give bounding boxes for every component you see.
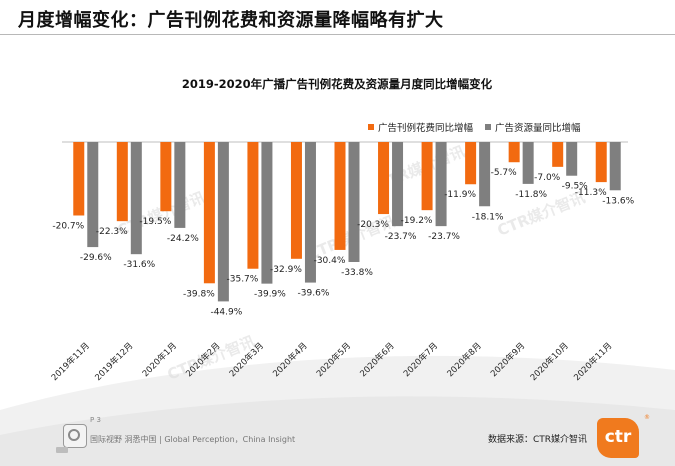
data-label: -31.6%: [123, 260, 155, 270]
x-tick-label: 2020年4月: [271, 340, 310, 379]
bar-spend: [334, 142, 346, 250]
data-label: -35.7%: [227, 275, 259, 285]
x-tick-label: 2019年11月: [49, 340, 92, 383]
data-label: -39.8%: [183, 289, 215, 299]
bar-volume: [435, 142, 447, 227]
bar-spend: [73, 142, 85, 216]
legend-swatch: [485, 124, 491, 130]
bar-volume: [261, 142, 273, 284]
bar-spend: [508, 142, 520, 163]
x-tick-label: 2020年9月: [488, 340, 527, 379]
legend-swatch: [368, 124, 374, 130]
bar-volume: [130, 142, 142, 255]
data-label: -32.9%: [270, 265, 302, 275]
legend-label: 广告资源量同比增幅: [495, 122, 581, 134]
data-label: -18.1%: [472, 212, 504, 222]
background-swoosh: [0, 355, 675, 466]
data-label: -9.5%: [562, 182, 589, 192]
data-label: -20.7%: [52, 221, 84, 231]
data-label: -30.4%: [314, 256, 346, 266]
bar-volume: [217, 142, 229, 302]
bar-spend: [421, 142, 433, 211]
data-label: -19.5%: [139, 217, 171, 227]
bar-volume: [609, 142, 621, 191]
data-label: -5.7%: [491, 168, 518, 178]
data-label: -11.9%: [444, 190, 476, 200]
bar-volume: [348, 142, 360, 262]
bar-spend: [203, 142, 215, 284]
bar-spend: [247, 142, 259, 269]
bar-spend: [465, 142, 477, 185]
x-tick-label: 2020年5月: [314, 340, 353, 379]
x-tick-label: 2020年10月: [528, 340, 571, 383]
data-label: -11.3%: [575, 188, 607, 198]
bar-volume: [87, 142, 99, 248]
data-label: -33.8%: [341, 268, 373, 278]
data-source: 数据来源：CTR媒介智讯: [488, 435, 588, 445]
legend-label: 广告刊例花费同比增幅: [378, 122, 474, 134]
data-label: -23.7%: [385, 232, 417, 242]
certification-logo-icon: [63, 424, 87, 448]
data-label: -39.9%: [254, 290, 286, 300]
data-label: -13.6%: [602, 196, 634, 206]
bar-spend: [378, 142, 390, 215]
data-label: -39.6%: [298, 289, 330, 299]
bar-spend: [116, 142, 128, 222]
bar-volume: [174, 142, 186, 228]
data-label: -24.2%: [167, 234, 199, 244]
bar-spend: [552, 142, 564, 167]
x-tick-label: 2020年8月: [445, 340, 484, 379]
data-label: -23.7%: [428, 232, 460, 242]
data-label: -20.3%: [357, 220, 389, 230]
bar-volume: [304, 142, 316, 283]
data-label: -22.3%: [96, 227, 128, 237]
x-tick-label: 2020年7月: [401, 340, 440, 379]
footer-slogan: 国际视野 洞悉中国 | Global Perception，China Insi…: [90, 435, 296, 444]
x-tick-label: 2019年12月: [93, 340, 136, 383]
bar-spend: [595, 142, 607, 183]
data-label: -19.2%: [401, 216, 433, 226]
ctr-logo: ctr: [597, 418, 639, 458]
slide-title: 月度增幅变化：广告刊例花费和资源量降幅略有扩大: [18, 10, 444, 31]
bar-spend: [160, 142, 172, 212]
chart-title: 2019-2020年广播广告刊例花费及资源量月度同比增幅变化: [182, 77, 493, 91]
bar-volume: [522, 142, 534, 184]
footer: P 3 国际视野 洞悉中国 | Global Perception，China …: [0, 410, 675, 466]
data-label: -44.9%: [210, 307, 242, 317]
bar-spend: [290, 142, 302, 259]
bar-volume: [566, 142, 578, 176]
certification-badge-icon: [56, 447, 68, 453]
title-divider: [0, 34, 675, 35]
data-label: -7.0%: [534, 173, 561, 183]
bar-volume: [479, 142, 491, 207]
x-tick-label: 2020年6月: [358, 340, 397, 379]
x-tick-label: 2020年11月: [572, 340, 615, 383]
registered-mark-icon: ®: [644, 414, 650, 421]
data-label: -11.8%: [515, 190, 547, 200]
data-label: -29.6%: [80, 253, 112, 263]
bar-volume: [392, 142, 404, 227]
page-number: P 3: [90, 416, 101, 424]
